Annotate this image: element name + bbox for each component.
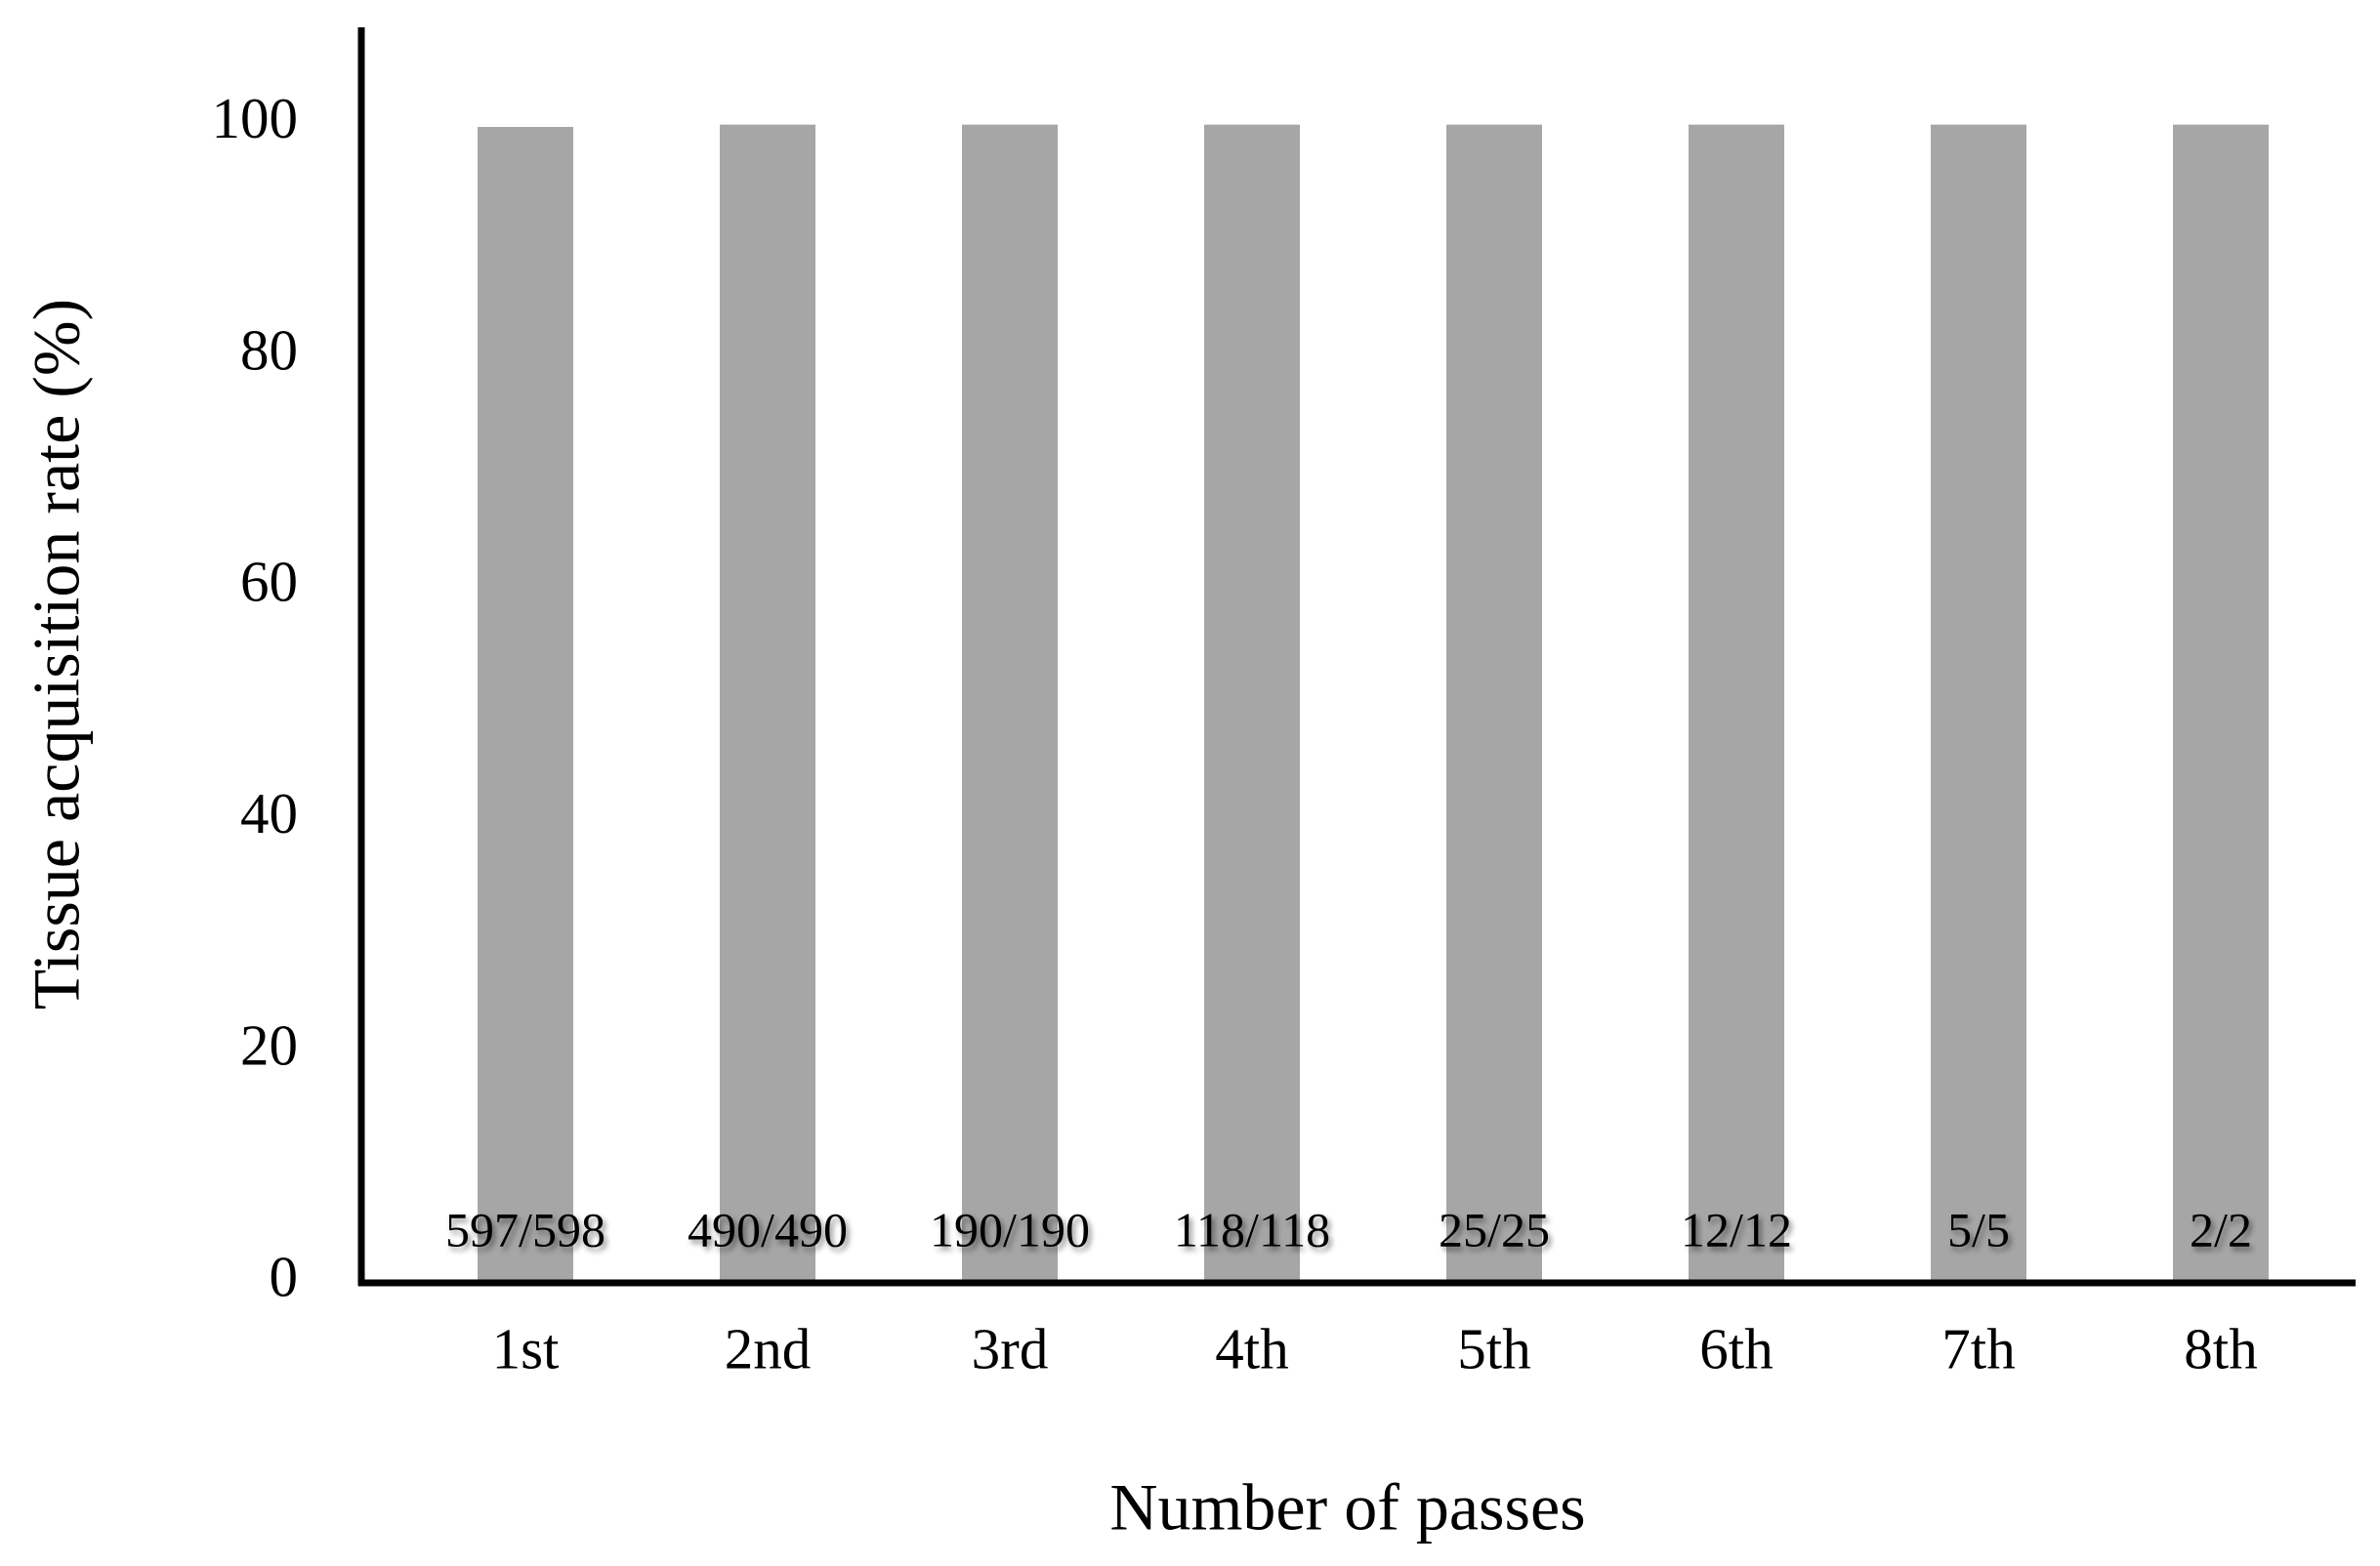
bar [720,124,815,1284]
x-tick-label: 7th [1942,1317,2015,1381]
x-tick-label: 8th [2184,1317,2257,1381]
bar [1446,124,1542,1284]
x-tick-label: 6th [1699,1317,1773,1381]
y-tick-label: 80 [240,317,298,382]
x-tick-label: 1st [492,1317,560,1381]
bar [2173,124,2269,1284]
bar [962,124,1058,1284]
x-tick-label: 2nd [725,1317,812,1381]
bar [478,127,573,1283]
bar [1204,124,1300,1284]
value-label: 2/2 [2190,1202,2252,1257]
bar [1689,124,1784,1284]
value-label: 25/25 [1439,1202,1550,1257]
value-label: 597/598 [445,1202,605,1257]
x-tick-label: 4th [1215,1317,1288,1381]
y-axis-title: Tissue acquisition rate (%) [20,299,94,1010]
y-tick-label: 20 [240,1012,298,1077]
bar [1931,124,2026,1284]
y-tick-label: 60 [240,550,298,614]
y-tick-label: 100 [212,86,299,150]
value-label: 12/12 [1681,1202,1792,1257]
value-label: 190/190 [930,1202,1090,1257]
x-tick-label: 3rd [972,1317,1049,1381]
y-tick-label: 0 [270,1245,299,1309]
value-label: 5/5 [1947,1202,2010,1257]
x-axis-title: Number of passes [1109,1470,1585,1545]
x-tick-label: 5th [1457,1317,1530,1381]
y-tick-label: 40 [240,781,298,845]
value-label: 490/490 [688,1202,848,1257]
value-label: 118/118 [1174,1202,1330,1257]
